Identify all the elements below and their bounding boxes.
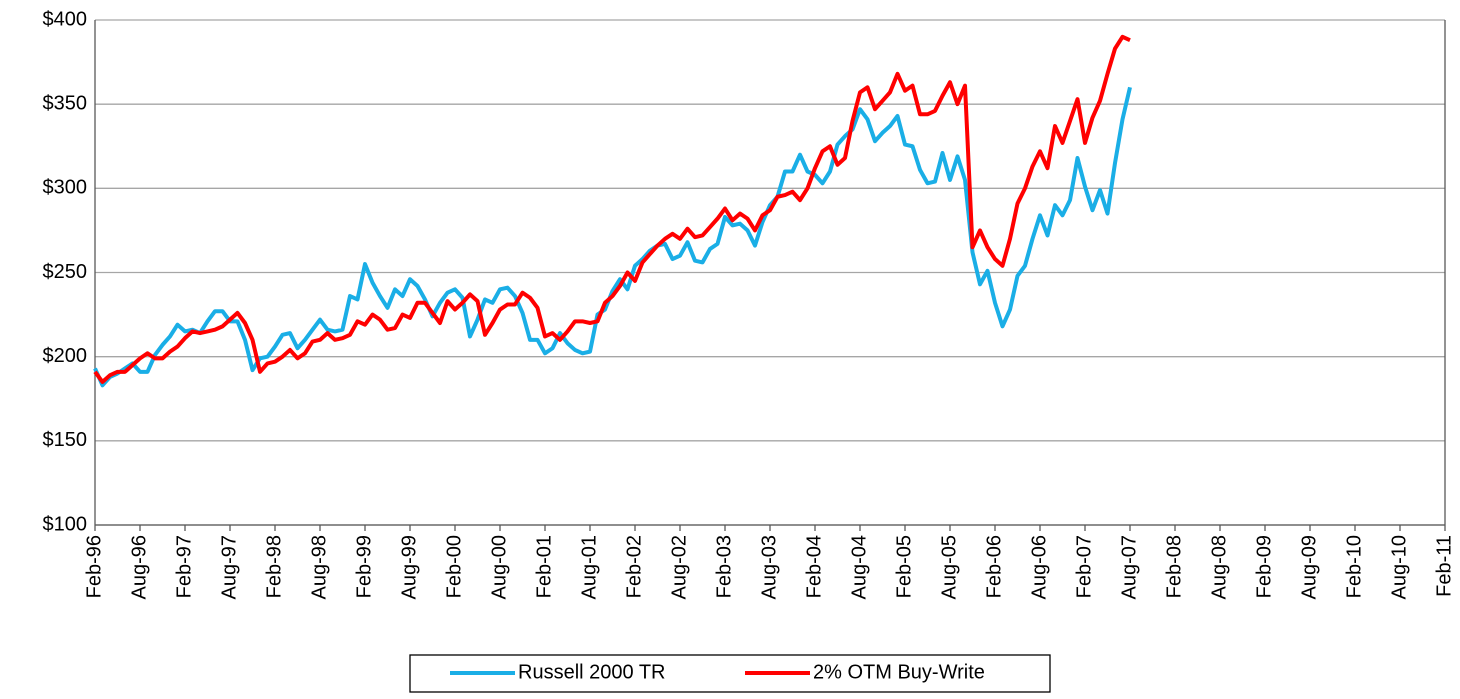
line-series (93, 34, 1131, 384)
y-tick-label: $250 (43, 261, 88, 283)
y-tick-label: $100 (43, 513, 88, 535)
x-tick-label: Aug-08 (1208, 535, 1230, 600)
x-tick-label: Feb-99 (353, 535, 375, 598)
y-tick-label: $150 (43, 429, 88, 451)
legend-label: Russell 2000 TR (518, 661, 665, 683)
x-tick-label: Aug-09 (1298, 535, 1320, 600)
legend-label: 2% OTM Buy-Write (813, 661, 985, 683)
x-tick-label: Feb-11 (1433, 535, 1455, 597)
y-tick-label: $300 (43, 177, 88, 199)
x-tick-label: Feb-04 (803, 535, 825, 598)
legend-box (409, 654, 1051, 693)
x-tick-label: Aug-03 (758, 535, 780, 600)
x-tick-label: Feb-05 (893, 535, 915, 598)
x-tick-label: Feb-01 (533, 535, 555, 598)
x-tick-label: Feb-96 (83, 535, 105, 598)
x-tick-label: Feb-03 (713, 535, 735, 598)
x-tick-label: Aug-99 (398, 535, 420, 600)
x-tick-label: Aug-96 (128, 535, 150, 600)
y-tick-label: $350 (43, 92, 88, 114)
y-tick-label: $200 (43, 345, 88, 367)
x-tick-label: Aug-97 (218, 535, 240, 600)
x-tick-label: Feb-09 (1253, 535, 1275, 598)
x-tick-label: Aug-04 (848, 535, 870, 600)
x-tick-label: Aug-98 (308, 535, 330, 600)
x-tick-label: Aug-06 (1028, 535, 1050, 600)
x-tick-label: Aug-05 (938, 535, 960, 600)
line-series (93, 86, 1132, 388)
x-tick-label: Aug-07 (1118, 535, 1140, 600)
x-tick-label: Feb-02 (623, 535, 645, 598)
x-tick-label: Feb-97 (173, 535, 195, 598)
x-tick-label: Feb-07 (1073, 535, 1095, 598)
x-tick-label: Feb-10 (1343, 535, 1365, 598)
x-tick-label: Feb-00 (443, 535, 465, 598)
x-tick-label: Aug-01 (578, 535, 600, 600)
x-tick-label: Feb-08 (1163, 535, 1185, 598)
x-tick-label: Aug-02 (668, 535, 690, 600)
y-tick-label: $400 (43, 8, 88, 30)
x-tick-label: Aug-00 (488, 535, 510, 600)
x-tick-label: Feb-06 (983, 535, 1005, 598)
x-tick-label: Aug-10 (1388, 535, 1410, 600)
x-tick-label: Feb-98 (263, 535, 285, 598)
